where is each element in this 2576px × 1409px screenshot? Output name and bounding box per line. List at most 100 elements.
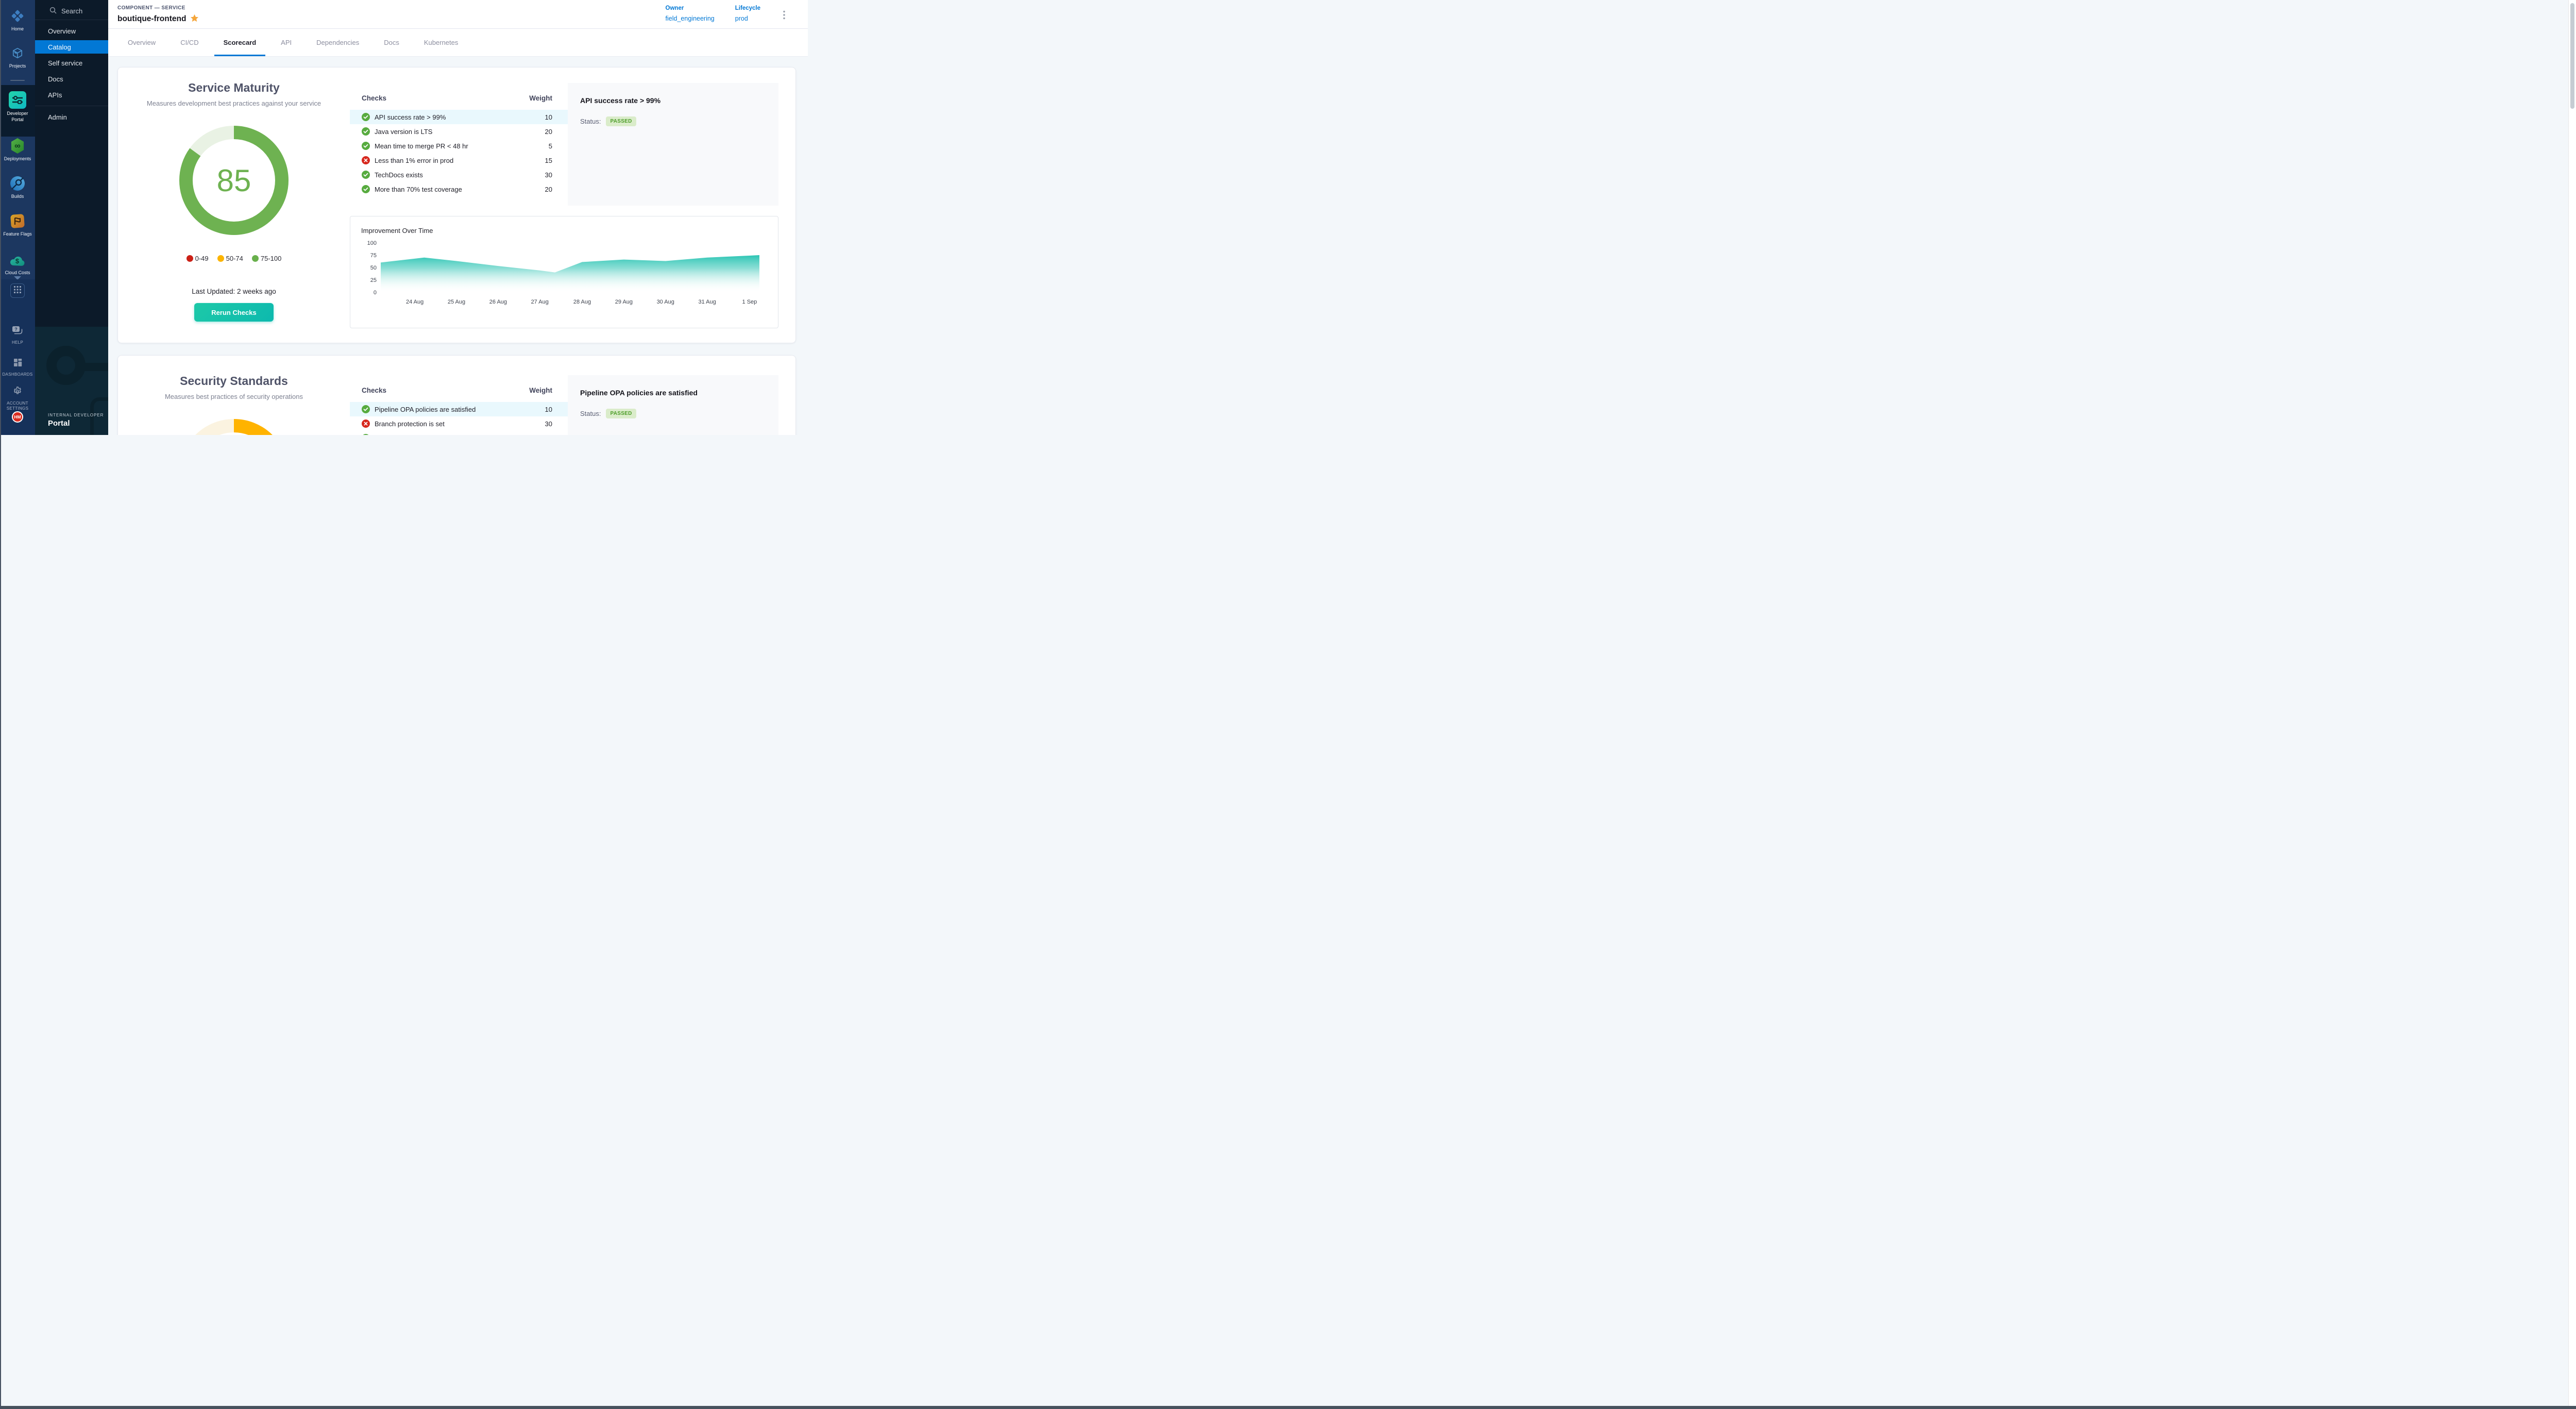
- check-weight: 10: [537, 406, 552, 413]
- main-area: COMPONENT — SERVICE boutique-frontend Ow…: [108, 0, 808, 435]
- owner-label: Owner: [666, 5, 715, 11]
- tab-scorecard[interactable]: Scorecard: [214, 29, 266, 56]
- tab-kubernetes[interactable]: Kubernetes: [415, 29, 468, 56]
- status-label: Status:: [580, 410, 601, 417]
- check-name: More than 70% test coverage: [375, 186, 537, 193]
- last-updated-text: Last Updated: 2 weeks ago: [118, 288, 350, 295]
- svg-text:?: ?: [14, 326, 18, 331]
- module-selector-button[interactable]: [10, 283, 25, 298]
- rail-item-projects[interactable]: Projects: [0, 45, 35, 70]
- rail-item-developer-portal[interactable]: Developer Portal: [0, 85, 35, 137]
- more-options-button[interactable]: [781, 8, 787, 23]
- rail-item-feature-flags[interactable]: Feature Flags: [0, 213, 35, 238]
- check-name: Less than 1% error in prod: [375, 157, 537, 164]
- sidebar-item-admin[interactable]: Admin: [35, 110, 108, 124]
- scorecard-subtitle: Measures best practices of security oper…: [123, 393, 345, 400]
- check-row[interactable]: Less than 1% error in prod15: [350, 153, 568, 167]
- check-row[interactable]: More than 70% test coverage20: [350, 182, 568, 196]
- rail-item-account-settings[interactable]: ACCOUNT SETTINGS: [0, 383, 35, 412]
- svg-text:30 Aug: 30 Aug: [657, 299, 674, 305]
- check-weight: 15: [537, 157, 552, 164]
- sidebar-item-apis[interactable]: APIs: [35, 88, 108, 102]
- sidebar-item-catalog[interactable]: Catalog: [35, 40, 108, 54]
- checks-table-header: Checks Weight: [350, 385, 568, 395]
- rail-item-label: HELP: [2, 340, 33, 345]
- tab-api[interactable]: API: [272, 29, 301, 56]
- check-weight: 30: [537, 420, 552, 428]
- developer-portal-icon: [9, 92, 26, 108]
- svg-text:0: 0: [374, 290, 377, 296]
- score-gauge: [179, 419, 289, 435]
- svg-text:100: 100: [367, 240, 377, 246]
- check-passed-icon: [362, 405, 370, 413]
- gear-icon: [13, 383, 22, 399]
- kebab-icon: [783, 10, 785, 21]
- score-gauge: 85: [179, 126, 289, 238]
- circuit-ring-decoration: [46, 346, 86, 385]
- page-scrollbar[interactable]: [2568, 0, 2576, 1409]
- svg-text:$: $: [15, 257, 20, 265]
- breadcrumb: COMPONENT — SERVICE: [117, 5, 185, 11]
- check-row[interactable]: Branch protection is set30: [350, 416, 568, 431]
- avatar[interactable]: HM: [12, 411, 23, 423]
- rail-item-help[interactable]: ? HELP: [0, 323, 35, 345]
- rail-item-label: Feature Flags: [2, 231, 33, 238]
- tab-docs[interactable]: Docs: [375, 29, 409, 56]
- check-row[interactable]: [350, 431, 568, 435]
- check-row[interactable]: Java version is LTS20: [350, 124, 568, 139]
- help-icon: ?: [12, 323, 23, 338]
- rail-item-builds[interactable]: Builds: [0, 176, 35, 200]
- tab-ci-cd[interactable]: CI/CD: [171, 29, 208, 56]
- check-passed-icon: [362, 434, 370, 435]
- svg-text:31 Aug: 31 Aug: [698, 299, 716, 305]
- scrollbar-thumb[interactable]: [2570, 3, 2574, 109]
- circuit-bar-decoration: [84, 363, 108, 371]
- rail-item-deployments[interactable]: ∞Deployments: [0, 138, 35, 162]
- check-detail-panel: API success rate > 99% Status: PASSED: [568, 83, 778, 206]
- check-weight: 20: [537, 128, 552, 136]
- projects-icon: [11, 45, 24, 61]
- window-left-edge: [0, 0, 1, 1409]
- scorecard-title: Service Maturity: [118, 81, 350, 95]
- rail-item-label: DASHBOARDS: [2, 372, 33, 377]
- sidebar-item-docs[interactable]: Docs: [35, 72, 108, 86]
- tab-overview[interactable]: Overview: [118, 29, 165, 56]
- check-detail-title: Pipeline OPA policies are satisfied: [580, 389, 766, 397]
- legend-item-75-100: 75-100: [252, 255, 281, 262]
- checks-column-header: Checks: [362, 93, 386, 103]
- scorecard-title: Security Standards: [118, 374, 350, 388]
- tab-dependencies[interactable]: Dependencies: [307, 29, 368, 56]
- favorite-star-icon[interactable]: [190, 14, 199, 24]
- check-failed-icon: [362, 420, 370, 428]
- svg-text:25 Aug: 25 Aug: [448, 299, 465, 305]
- status-badge: PASSED: [606, 409, 636, 418]
- check-row[interactable]: Pipeline OPA policies are satisfied10: [350, 402, 568, 416]
- scorecard-card-service-maturity: Service Maturity Measures development be…: [117, 67, 796, 343]
- check-weight: 20: [537, 186, 552, 193]
- owner-value[interactable]: field_engineering: [666, 15, 715, 22]
- check-row[interactable]: API success rate > 99%10: [350, 110, 568, 124]
- page-title: boutique-frontend: [117, 14, 186, 24]
- rail-item-label: Home: [2, 26, 33, 32]
- check-name: Branch protection is set: [375, 420, 537, 428]
- search-input[interactable]: Search: [35, 4, 108, 18]
- sidebar-item-self-service[interactable]: Self service: [35, 56, 108, 70]
- check-passed-icon: [362, 127, 370, 136]
- check-failed-icon: [362, 156, 370, 164]
- check-passed-icon: [362, 142, 370, 150]
- check-row[interactable]: Mean time to merge PR < 48 hr5: [350, 139, 568, 153]
- weight-column-header: Weight: [529, 93, 552, 103]
- svg-text:28 Aug: 28 Aug: [573, 299, 591, 305]
- rail-item-dashboards[interactable]: DASHBOARDS: [0, 355, 35, 377]
- dashboards-icon: [13, 355, 22, 370]
- rail-item-cloud-costs[interactable]: $Cloud Costs: [0, 252, 35, 276]
- search-icon: [49, 7, 57, 15]
- scorecard-content: Service Maturity Measures development be…: [108, 57, 808, 435]
- lifecycle-meta: Lifecycle prod: [735, 5, 760, 22]
- feature-flags-icon: [10, 213, 25, 229]
- rerun-checks-button[interactable]: Rerun Checks: [194, 303, 274, 322]
- sidebar-item-overview[interactable]: Overview: [35, 24, 108, 38]
- checks-table: Checks Weight API success rate > 99%10Ja…: [350, 68, 568, 206]
- rail-item-home[interactable]: Home: [0, 8, 35, 32]
- check-row[interactable]: TechDocs exists30: [350, 167, 568, 182]
